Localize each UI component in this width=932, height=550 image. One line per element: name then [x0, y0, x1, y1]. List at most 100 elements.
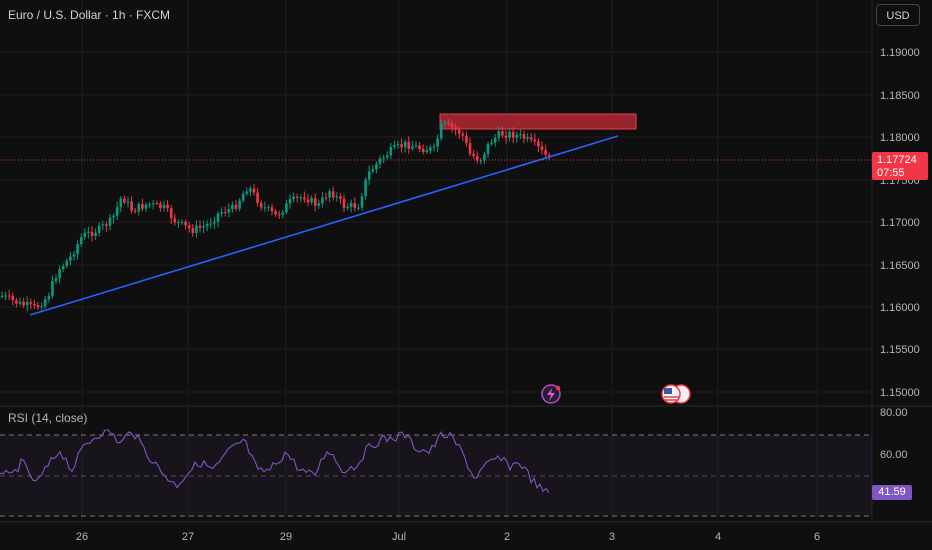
candle-body	[418, 145, 421, 149]
candle-body	[454, 127, 457, 130]
candle-body	[346, 206, 349, 208]
candle-body	[479, 160, 483, 162]
candle-body	[108, 217, 112, 226]
candle-body	[421, 148, 425, 153]
candle-body	[191, 228, 195, 234]
currency-button[interactable]: USD	[876, 4, 920, 26]
candle-body	[234, 204, 238, 209]
candle-body	[166, 204, 169, 209]
price-axis[interactable]: 1.19000 1.18500 1.18000 1.17500 1.17000 …	[880, 47, 920, 399]
candle-body	[544, 149, 547, 155]
time-axis[interactable]: 26 27 29 Jul 2 3 4 6	[76, 531, 820, 543]
candle-body	[461, 133, 465, 136]
candle-body	[353, 203, 357, 209]
candle-body	[126, 201, 130, 203]
candle-body	[119, 198, 123, 208]
candle-body	[360, 196, 364, 208]
candle-body	[155, 203, 159, 205]
candle-body	[288, 199, 292, 204]
candle-body	[94, 232, 97, 236]
candle-body	[22, 301, 25, 306]
candle-body	[472, 153, 475, 157]
candle-body	[331, 191, 335, 198]
candlestick-series	[0, 118, 551, 312]
time-tick: 3	[609, 531, 615, 543]
us-flag-icon[interactable]	[661, 384, 691, 404]
candle-body	[195, 225, 198, 234]
candle-body	[15, 300, 18, 304]
bar-countdown: 07:55	[877, 167, 905, 179]
candle-body	[101, 224, 105, 226]
candle-body	[411, 146, 414, 149]
candle-body	[61, 266, 65, 270]
candle-body	[486, 143, 490, 155]
candle-body	[465, 135, 468, 144]
candle-body	[303, 197, 306, 200]
candle-body	[263, 207, 267, 209]
rsi-axis[interactable]: 80.00 60.00	[880, 407, 908, 461]
rsi-tick: 60.00	[880, 449, 908, 461]
price-tick: 1.18500	[880, 90, 920, 102]
candle-body	[490, 142, 493, 144]
candle-body	[173, 218, 177, 223]
candle-body	[159, 203, 162, 209]
candle-body	[47, 296, 51, 300]
candle-body	[407, 141, 411, 149]
candle-body	[522, 134, 526, 139]
candle-body	[335, 196, 339, 198]
candle-body	[321, 197, 324, 204]
candle-body	[29, 302, 33, 304]
candle-body	[457, 129, 461, 134]
candle-body	[54, 278, 58, 282]
candle-body	[540, 146, 544, 150]
candle-body	[414, 145, 418, 147]
candle-body	[25, 302, 29, 306]
trendline[interactable]	[29, 135, 619, 316]
rsi-tick: 80.00	[880, 407, 908, 419]
candle-body	[11, 295, 15, 301]
candle-body	[357, 207, 360, 209]
candle-body	[18, 301, 22, 304]
candle-body	[112, 215, 115, 218]
candle-body	[241, 193, 245, 201]
candle-body	[216, 213, 220, 222]
candle-body	[223, 211, 227, 213]
candle-body	[249, 188, 252, 192]
candle-body	[342, 198, 346, 208]
candle-body	[36, 305, 40, 308]
rsi-indicator-label[interactable]: RSI (14, close)	[8, 411, 88, 425]
candle-body	[79, 237, 83, 245]
time-tick: 27	[182, 531, 194, 543]
candle-body	[141, 204, 144, 209]
candle-body	[231, 204, 234, 210]
candle-body	[497, 131, 501, 138]
candle-body	[33, 303, 36, 306]
candle-body	[432, 146, 436, 148]
symbol-title[interactable]: Euro / U.S. Dollar · 1h · FXCM	[8, 8, 171, 22]
candle-body	[83, 232, 87, 238]
candle-body	[123, 198, 126, 203]
resistance-zone[interactable]	[439, 113, 637, 130]
time-tick: 29	[280, 531, 292, 543]
time-tick: 6	[814, 531, 820, 543]
candle-body	[367, 171, 371, 180]
candle-body	[187, 225, 191, 229]
candle-body	[493, 137, 497, 143]
lightning-icon[interactable]	[541, 384, 561, 404]
candle-body	[58, 269, 61, 279]
candle-body	[317, 203, 321, 206]
candle-body	[403, 141, 407, 148]
candle-body	[349, 203, 353, 207]
candle-body	[533, 139, 537, 142]
candle-body	[529, 137, 533, 140]
candle-body	[213, 221, 216, 224]
candle-body	[299, 197, 303, 199]
candle-body	[375, 163, 378, 170]
candle-body	[295, 196, 299, 198]
candle-body	[274, 211, 277, 215]
candle-body	[439, 123, 443, 139]
candle-body	[69, 256, 72, 261]
time-tick: 26	[76, 531, 88, 543]
